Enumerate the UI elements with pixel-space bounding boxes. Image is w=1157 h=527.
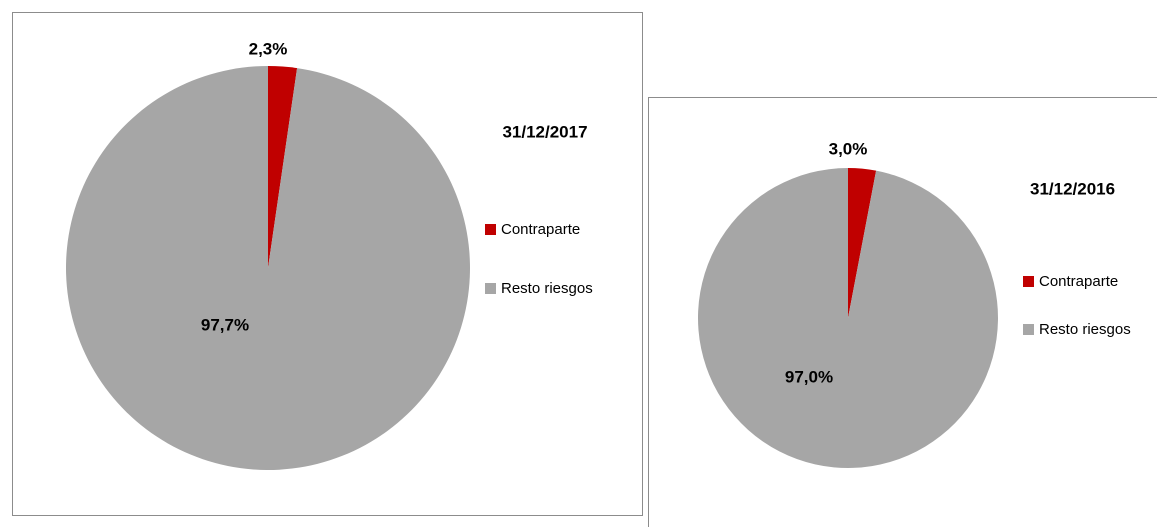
legend-swatch xyxy=(1023,324,1034,335)
chart-title: 31/12/2016 xyxy=(1030,179,1115,198)
data-label: 97,0% xyxy=(785,367,833,386)
legend-label: Resto riesgos xyxy=(501,280,593,297)
chart-title: 31/12/2017 xyxy=(502,122,587,141)
legend-label: Contraparte xyxy=(501,221,580,238)
pie-slice xyxy=(848,168,877,318)
legend-label: Resto riesgos xyxy=(1039,321,1131,338)
legend-label: Contraparte xyxy=(1039,273,1118,290)
chart-frame xyxy=(648,97,1157,527)
pie-slice xyxy=(66,66,471,470)
legend-swatch xyxy=(485,224,496,235)
legend-swatch xyxy=(485,283,496,294)
legend-swatch xyxy=(1023,276,1034,287)
data-label: 3,0% xyxy=(829,139,868,158)
pie-slice xyxy=(698,168,998,468)
data-label: 97,7% xyxy=(201,315,249,334)
chart-frame xyxy=(12,12,643,516)
data-label: 2,3% xyxy=(249,39,288,58)
pie-slice xyxy=(268,66,298,268)
